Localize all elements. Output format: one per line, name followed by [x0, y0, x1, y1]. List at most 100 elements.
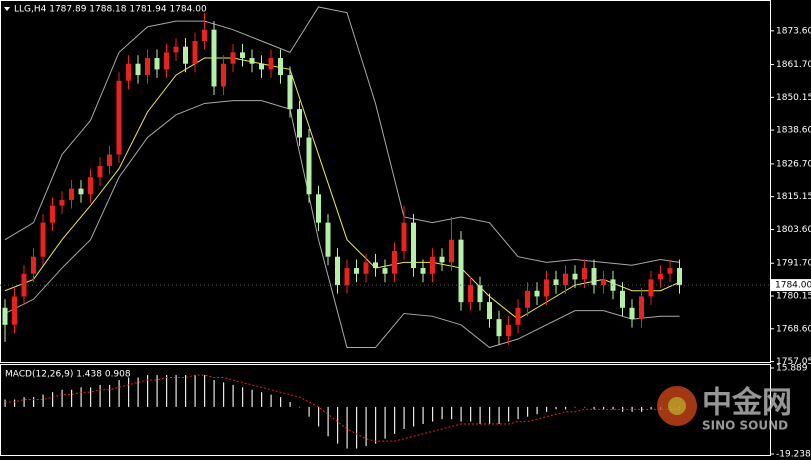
macd-bar [479, 406, 481, 425]
macd-bar [318, 406, 320, 427]
candle-body [639, 296, 644, 320]
macd-bar [213, 379, 215, 407]
candle-body [154, 58, 160, 70]
y-tick-label: -19.238 [776, 450, 811, 460]
candle-body [97, 165, 103, 178]
candle-body [335, 256, 340, 286]
macd-bar [251, 389, 253, 407]
macd-bar [584, 406, 586, 408]
candle-body [601, 279, 606, 286]
candle-body [297, 109, 302, 138]
macd-bar [593, 406, 595, 410]
macd-bar [4, 399, 6, 407]
watermark-logo-core [668, 397, 686, 415]
candle-body [2, 307, 8, 325]
candle-body [202, 29, 207, 42]
macd-bar [299, 406, 301, 408]
y-tick-label: 1838.60 [776, 126, 811, 136]
macd-bar [536, 406, 538, 415]
macd-bar [612, 406, 614, 410]
macd-bar [346, 406, 348, 449]
candle-body [411, 222, 416, 269]
candle-body [40, 222, 46, 257]
macd-panel-frame [0, 364, 771, 456]
macd-bar [175, 375, 177, 407]
macd-bar [498, 406, 500, 425]
macd-bar [574, 406, 576, 408]
macd-bar [460, 406, 462, 422]
candle-body [59, 199, 65, 206]
y-tick-label: 15.889 [776, 364, 808, 374]
macd-bar [432, 406, 434, 422]
candle-body [230, 52, 236, 64]
macd-bar [33, 397, 35, 407]
macd-bar [603, 406, 605, 410]
macd-bar [109, 384, 111, 407]
candle-body [477, 285, 483, 303]
candle-body [525, 290, 530, 308]
candle-body [458, 239, 464, 303]
macd-bar [118, 379, 120, 407]
macd-bar [470, 406, 472, 422]
macd-bar [394, 406, 396, 434]
macd-bar [375, 406, 377, 444]
candle-body [259, 63, 264, 70]
candle-body [344, 268, 350, 286]
macd-bar [365, 406, 367, 447]
macd-bar [90, 387, 92, 407]
macd-bar [327, 406, 329, 437]
candle-body [240, 52, 245, 59]
macd-signal [5, 374, 680, 442]
macd-bar [137, 377, 139, 407]
macd-bar [61, 389, 63, 407]
y-tick-label: 1768.60 [776, 324, 811, 334]
candle-body [420, 268, 426, 274]
macd-bar [413, 406, 415, 427]
candle-body [515, 307, 521, 325]
candle-body [439, 256, 445, 263]
candle-body [430, 256, 435, 274]
candle-body [392, 251, 397, 274]
macd-bar [232, 384, 234, 407]
macd-bar [42, 394, 44, 407]
macd-bar [156, 375, 158, 407]
macd-bar [565, 406, 567, 410]
candle-body [31, 256, 36, 274]
candle-body [145, 58, 150, 76]
macd-bar [280, 397, 282, 407]
macd-bar [641, 406, 643, 412]
macd-bar [128, 377, 130, 407]
macd-bar [403, 406, 405, 429]
macd-bar [489, 406, 491, 425]
candle-body [107, 154, 112, 166]
macd-bar [223, 382, 225, 407]
macd-bar [308, 406, 310, 417]
candle-body [306, 137, 312, 195]
candle-body [78, 188, 84, 195]
candle-body [620, 290, 625, 308]
candle-body [316, 194, 321, 223]
symbol-marker [4, 7, 10, 11]
macd-bar [204, 375, 206, 407]
candle-body [468, 285, 473, 303]
candle-body [287, 75, 293, 110]
candle-body [373, 262, 378, 269]
candle-body [268, 58, 274, 70]
y-tick-label: 1815.15 [776, 192, 811, 202]
macd-bar [185, 375, 187, 407]
macd-bar [555, 406, 557, 410]
y-tick-label: 1826.70 [776, 159, 811, 169]
candle-body [677, 268, 682, 286]
candle-body [496, 319, 502, 337]
candle-body [354, 268, 359, 274]
candle-body [192, 41, 198, 64]
current-price-label: 1784.00 [775, 281, 811, 291]
macd-bar [23, 397, 25, 407]
macd-bar [546, 406, 548, 412]
candle-body [658, 273, 663, 280]
chart-header: LLG,H4 1787.89 1788.18 1781.94 1784.00 [14, 5, 207, 15]
candle-body [667, 268, 673, 274]
macd-bar [451, 406, 453, 420]
candle-body [69, 188, 74, 200]
